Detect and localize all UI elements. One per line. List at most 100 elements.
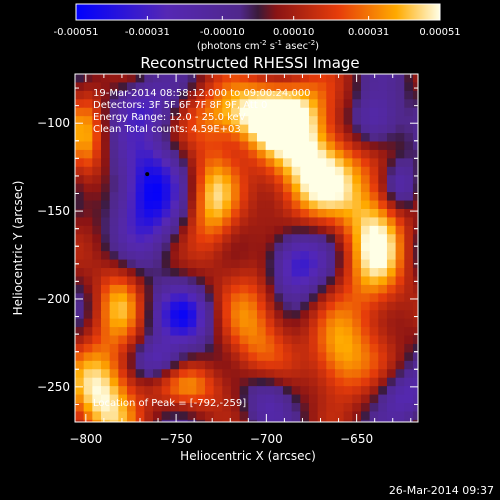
heatmap-cell — [222, 310, 232, 320]
heatmap-cell — [274, 116, 284, 126]
heatmap-cell — [196, 183, 206, 193]
heatmap-cell — [248, 251, 258, 261]
heatmap-cell — [152, 293, 163, 303]
heatmap-cell — [204, 208, 215, 219]
heatmap-cell — [83, 284, 93, 294]
colorbar-tick-label: 0.00051 — [419, 27, 460, 38]
heatmap-cell — [317, 251, 327, 261]
heatmap-cell — [196, 411, 206, 421]
heatmap-cell — [265, 251, 275, 261]
heatmap-cell — [75, 99, 85, 109]
heatmap-cell — [412, 141, 418, 151]
heatmap-cell — [395, 318, 405, 328]
heatmap-cell — [412, 343, 418, 353]
heatmap-cell — [161, 284, 171, 294]
heatmap-cell — [187, 200, 197, 210]
heatmap-cell — [308, 251, 319, 261]
heatmap-cell — [170, 217, 180, 227]
x-tick-label: −800 — [69, 432, 102, 446]
heatmap-cell — [334, 369, 345, 379]
heatmap-cell — [230, 99, 241, 109]
heatmap-cell — [334, 419, 345, 422]
heatmap-cell — [300, 360, 310, 370]
heatmap-cell — [308, 259, 319, 269]
heatmap-cell — [352, 293, 362, 303]
heatmap-cell — [422, 268, 431, 277]
heatmap-cell — [256, 259, 267, 269]
heatmap-cell — [230, 411, 241, 421]
heatmap-cell — [395, 394, 405, 404]
heatmap-cell — [369, 208, 379, 219]
heatmap-cell — [196, 276, 206, 286]
heatmap-cell — [360, 116, 371, 126]
heatmap-cell — [369, 301, 379, 311]
heatmap-cell — [360, 386, 371, 396]
heatmap-cell — [248, 90, 258, 100]
heatmap-cell — [126, 217, 137, 227]
heatmap-cell — [170, 301, 180, 311]
heatmap-cell — [317, 208, 327, 219]
heatmap-cell — [378, 175, 388, 185]
heatmap-cell — [422, 369, 431, 378]
heatmap-cell — [282, 175, 293, 185]
heatmap-cell — [83, 192, 93, 202]
heatmap-cell — [204, 251, 215, 261]
heatmap-cell — [144, 386, 154, 396]
heatmap-cell — [404, 293, 414, 303]
heatmap-cell — [360, 335, 371, 345]
heatmap-cell — [178, 394, 189, 404]
heatmap-cell — [352, 310, 362, 320]
heatmap-cell — [239, 284, 249, 294]
heatmap-cell — [404, 234, 414, 244]
heatmap-cell — [222, 200, 232, 210]
heatmap-cell — [386, 419, 397, 422]
heatmap-cell — [291, 327, 301, 337]
heatmap-cell — [118, 268, 128, 278]
heatmap-cell — [386, 192, 397, 202]
heatmap-cell — [118, 419, 128, 422]
heatmap-cell — [230, 158, 241, 168]
heatmap-cell — [386, 217, 397, 227]
heatmap-cell — [196, 208, 206, 219]
heatmap-cell — [152, 386, 163, 396]
heatmap-cell — [196, 116, 206, 126]
heatmap-cell — [83, 352, 93, 362]
heatmap-cell — [404, 158, 414, 168]
heatmap-cell — [118, 166, 128, 176]
heatmap-cell — [152, 133, 163, 143]
heatmap-cell — [360, 133, 371, 143]
heatmap-cell — [101, 107, 111, 117]
heatmap-cell — [187, 183, 197, 193]
heatmap-cell — [135, 192, 145, 202]
heatmap-cell — [83, 82, 93, 92]
image-annotations: 19-Mar-2014 08:58:12.000 to 09:00:24.000… — [93, 88, 311, 409]
heatmap-cell — [239, 419, 249, 422]
heatmap-cell — [360, 242, 371, 252]
heatmap-cell — [161, 141, 171, 151]
heatmap-cell — [256, 107, 267, 117]
heatmap-cell — [343, 268, 353, 278]
heatmap-cell — [230, 175, 241, 185]
heatmap-cell — [75, 208, 85, 219]
heatmap-cell — [326, 403, 336, 413]
heatmap-cell — [92, 124, 102, 134]
heatmap-cell — [75, 124, 85, 134]
heatmap-cell — [352, 166, 362, 176]
heatmap-cell — [170, 352, 180, 362]
heatmap-cell — [170, 90, 180, 100]
heatmap-cell — [92, 149, 102, 159]
heatmap-cell — [161, 301, 171, 311]
y-tick-label: −100 — [37, 116, 70, 130]
heatmap-cell — [196, 301, 206, 311]
heatmap-cell — [404, 394, 414, 404]
heatmap-cell — [109, 419, 119, 422]
heatmap-cell — [213, 74, 223, 84]
heatmap-cell — [317, 141, 327, 151]
heatmap-cell — [386, 403, 397, 413]
heatmap-cell — [386, 166, 397, 176]
heatmap-cell — [196, 99, 206, 109]
heatmap-cell — [126, 133, 137, 143]
heatmap-cell — [317, 149, 327, 159]
heatmap-cell — [222, 208, 232, 219]
heatmap-cell — [395, 343, 405, 353]
